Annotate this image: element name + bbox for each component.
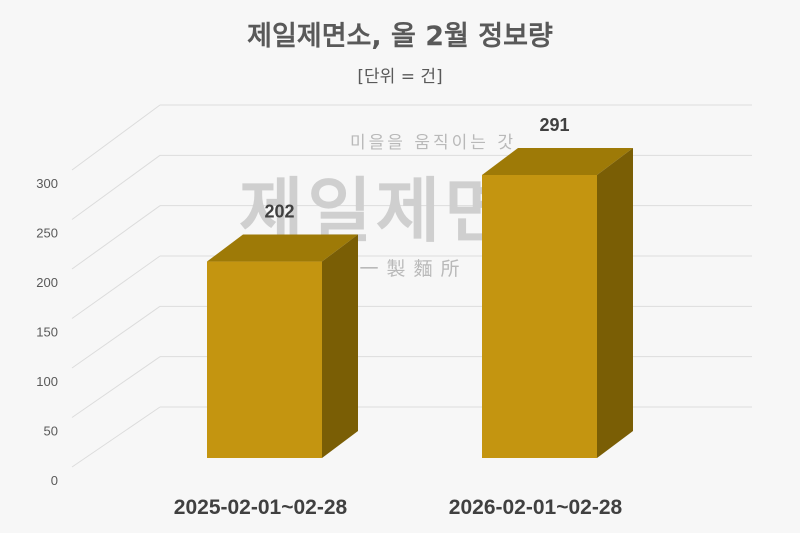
y-tick-label: 100 bbox=[36, 374, 58, 389]
gridline-diagonal bbox=[71, 255, 161, 319]
gridline-diagonal bbox=[71, 406, 161, 468]
bar-top bbox=[207, 234, 358, 262]
gridlines bbox=[71, 104, 752, 468]
y-axis: 0 50 100 150 200 250 300 bbox=[36, 176, 58, 488]
chart-title: 제일제면소, 올 2월 정보량 bbox=[247, 21, 553, 52]
bar-side bbox=[597, 148, 633, 458]
y-tick-label: 300 bbox=[36, 176, 58, 191]
gridline-diagonal bbox=[71, 356, 161, 418]
gridline-diagonal bbox=[71, 305, 161, 369]
y-tick-label: 150 bbox=[36, 325, 58, 340]
bar-side bbox=[322, 234, 358, 458]
bars bbox=[207, 148, 633, 458]
y-tick-label: 200 bbox=[36, 275, 58, 290]
chart-subtitle: [단위 = 건] bbox=[357, 67, 443, 87]
watermark-hanja: 第一製麵所 bbox=[332, 258, 467, 280]
x-category-label: 2026-02-01~02-28 bbox=[449, 496, 623, 519]
labels: 202 2025-02-01~02-28 291 2026-02-01~02-28 bbox=[174, 115, 623, 519]
bar-top bbox=[482, 148, 633, 175]
y-tick-label: 250 bbox=[36, 226, 58, 241]
bar bbox=[482, 175, 597, 458]
gridline-diagonal bbox=[71, 205, 161, 270]
gridline-diagonal bbox=[71, 154, 161, 220]
x-category-label: 2025-02-01~02-28 bbox=[174, 496, 348, 519]
watermark-tagline: 미을을 움직이는 갓 bbox=[350, 133, 516, 153]
data-label: 202 bbox=[264, 202, 294, 222]
y-tick-label: 50 bbox=[44, 424, 58, 439]
bar bbox=[207, 261, 322, 458]
gridline-diagonal bbox=[71, 104, 161, 171]
data-label: 291 bbox=[539, 115, 569, 135]
y-tick-label: 0 bbox=[51, 473, 58, 488]
